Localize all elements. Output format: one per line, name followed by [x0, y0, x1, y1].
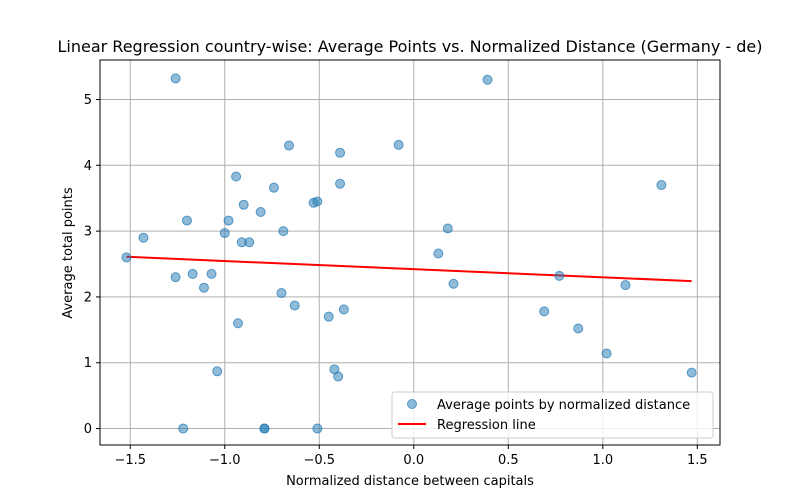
- x-tick-label: 0.5: [498, 453, 519, 468]
- scatter-point: [323, 311, 334, 322]
- scatter-point: [338, 304, 349, 315]
- scatter-point: [212, 366, 223, 377]
- plot-area-frame: [99, 59, 721, 446]
- legend-box: [391, 391, 714, 439]
- scatter-point: [482, 74, 493, 85]
- scatter-point: [335, 147, 346, 158]
- y-tick-label: 5: [84, 93, 92, 108]
- scatter-point: [284, 140, 295, 151]
- legend-label-scatter: Average points by normalized distance: [437, 398, 690, 413]
- x-tick-label: 0.0: [403, 453, 424, 468]
- scatter-point: [238, 199, 249, 210]
- scatter-point: [573, 323, 584, 334]
- scatter-point: [554, 270, 565, 281]
- scatter-point: [244, 237, 255, 248]
- x-tick-label: −1.5: [114, 453, 146, 468]
- scatter-point: [312, 196, 323, 207]
- scatter-point: [448, 278, 459, 289]
- grid: [100, 60, 720, 445]
- x-tick-label: −0.5: [303, 453, 335, 468]
- scatter-point: [276, 287, 287, 298]
- scatter-point: [620, 280, 631, 291]
- y-tick-label: 4: [84, 159, 92, 174]
- scatter-point: [601, 348, 612, 359]
- scatter-point: [289, 300, 300, 311]
- x-tick-label: −1.0: [209, 453, 241, 468]
- chart-title: Linear Regression country-wise: Average …: [57, 37, 762, 56]
- x-tick-label: 1.0: [592, 453, 613, 468]
- scatter-point: [539, 306, 550, 317]
- scatter-point: [121, 252, 132, 263]
- scatter-point: [335, 178, 346, 189]
- y-tick-label: 1: [84, 356, 92, 371]
- scatter-point: [686, 367, 697, 378]
- scatter-point: [268, 182, 279, 193]
- scatter-point: [198, 282, 209, 293]
- scatter-point: [278, 226, 289, 237]
- scatter-point: [333, 371, 344, 382]
- scatter-point: [187, 268, 198, 279]
- scatter-point: [259, 423, 270, 434]
- regression-line-layer: [126, 255, 692, 283]
- x-axis-title: Normalized distance between capitals: [286, 474, 534, 489]
- scatter-point: [393, 139, 404, 150]
- y-tick-label: 0: [84, 422, 92, 437]
- scatter-point: [138, 232, 149, 243]
- legend-marker-scatter: [407, 399, 417, 409]
- scatter-points: [121, 73, 697, 434]
- legend: Average points by normalized distance Re…: [391, 391, 714, 439]
- y-tick-label: 3: [84, 225, 92, 240]
- scatter-point: [442, 223, 453, 234]
- scatter-point: [223, 215, 234, 226]
- regression-line: [126, 255, 692, 283]
- scatter-point: [255, 207, 266, 218]
- scatter-point: [232, 318, 243, 329]
- scatter-point: [181, 215, 192, 226]
- scatter-point: [219, 228, 230, 239]
- legend-label-line: Regression line: [437, 418, 536, 433]
- y-tick-label: 2: [84, 290, 92, 305]
- scatter-point: [433, 248, 444, 259]
- scatter-point: [206, 268, 217, 279]
- scatter-point: [170, 73, 181, 84]
- scatter-point: [178, 423, 189, 434]
- scatter-point: [170, 272, 181, 283]
- scatter-point: [312, 423, 323, 434]
- x-tick-label: 1.5: [687, 453, 708, 468]
- y-axis-title: Average total points: [61, 187, 76, 319]
- scatter-point: [231, 171, 242, 182]
- scatter-point: [656, 180, 667, 191]
- axis-ticks: −1.5 −1.0 −0.5 0.0 0.5 1.0 1.5 0 1 2 3 4 5: [84, 93, 708, 468]
